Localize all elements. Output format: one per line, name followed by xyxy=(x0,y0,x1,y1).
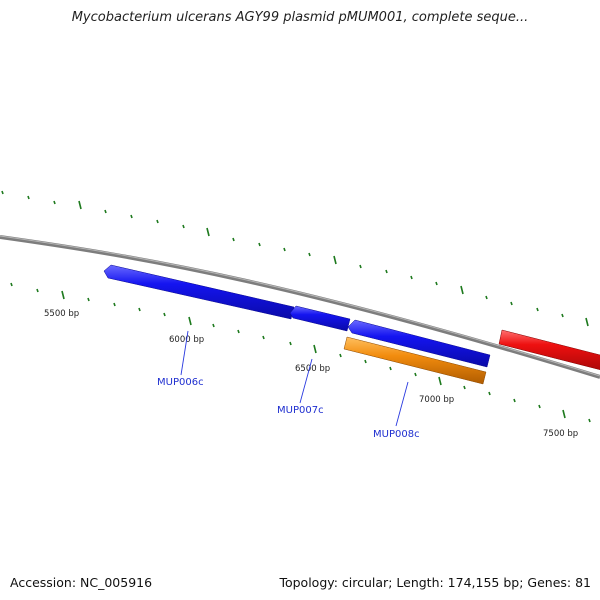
scale-label-7000: 7000 bp xyxy=(419,395,454,405)
gene-arrow-mup008c[interactable] xyxy=(347,319,491,368)
leader-line-mup007c xyxy=(299,358,313,404)
outer-tick-ring xyxy=(1,190,589,327)
gene-arrow-mup006c[interactable] xyxy=(103,264,295,320)
map-title: Mycobacterium ulcerans AGY99 plasmid pMU… xyxy=(71,10,529,25)
feature-bar-orange[interactable] xyxy=(343,336,487,385)
plasmid-backbone xyxy=(0,235,600,379)
leader-line-mup008c xyxy=(395,381,409,427)
accession-text: Accession: NC_005916 xyxy=(10,575,153,590)
scale-label-6500: 6500 bp xyxy=(295,364,330,374)
scale-label-5500: 5500 bp xyxy=(44,309,79,319)
scale-label-7500: 7500 bp xyxy=(543,429,578,439)
gene-label-mup008c[interactable]: MUP008c xyxy=(373,429,420,440)
gene-arrow-mup007c[interactable] xyxy=(289,305,351,332)
gene-label-mup007c[interactable]: MUP007c xyxy=(277,405,324,416)
plasmid-backbone-highlight xyxy=(0,235,600,377)
gene-arrow-red[interactable] xyxy=(498,329,600,372)
leader-line-mup006c xyxy=(180,330,189,376)
inner-tick-ring xyxy=(10,282,591,423)
gene-label-mup006c[interactable]: MUP006c xyxy=(157,377,204,388)
summary-text: Topology: circular; Length: 174,155 bp; … xyxy=(279,575,591,590)
